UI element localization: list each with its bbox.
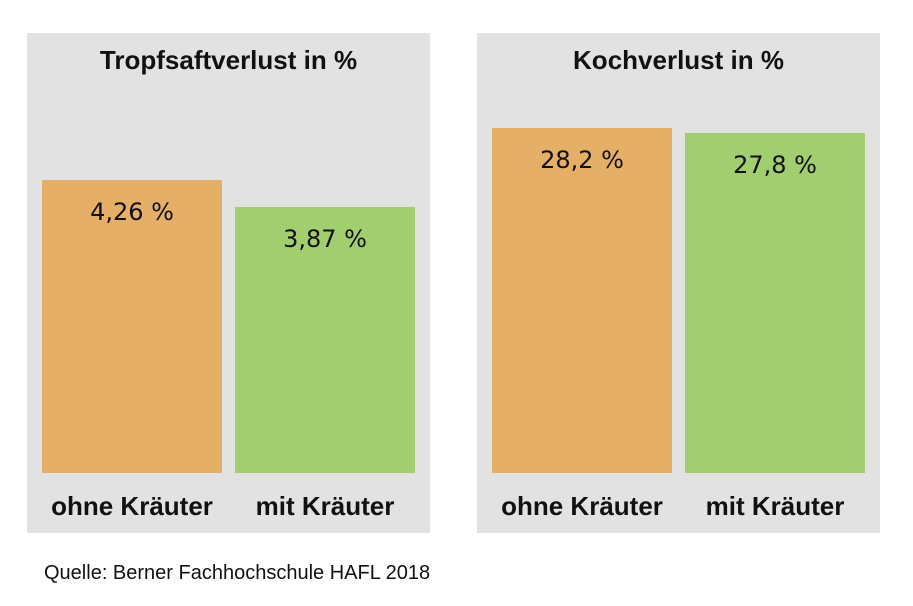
chart-title: Tropfsaftverlust in %	[99, 45, 358, 75]
chart-title: Kochverlust in %	[573, 45, 784, 75]
bar-mit-kraeuter: 27,8 %	[685, 133, 865, 473]
panel-tropfsaftverlust: Tropfsaftverlust in % 4,26 % 3,87 % ohne…	[27, 33, 430, 533]
bar-ohne-kraeuter: 28,2 %	[492, 128, 672, 473]
panel-kochverlust: Kochverlust in % 28,2 % 27,8 % ohne Kräu…	[477, 33, 880, 533]
bar-value-label: 3,87 %	[283, 225, 367, 253]
source-note: Quelle: Berner Fachhochschule HAFL 2018	[44, 562, 431, 584]
category-label-ohne-kraeuter: ohne Kräuter	[51, 491, 213, 521]
category-label-mit-kraeuter: mit Kräuter	[255, 491, 395, 521]
bar-mit-kraeuter: 3,87 %	[235, 207, 415, 473]
bar-value-label: 28,2 %	[540, 146, 624, 174]
bar-value-label: 4,26 %	[90, 198, 174, 226]
bar-ohne-kraeuter: 4,26 %	[42, 180, 222, 473]
bar-value-label: 27,8 %	[733, 151, 817, 179]
plot-area: 4,26 % 3,87 %	[42, 33, 415, 473]
category-label-mit-kraeuter: mit Kräuter	[705, 491, 845, 521]
plot-area: 28,2 % 27,8 %	[492, 33, 865, 473]
category-label-ohne-kraeuter: ohne Kräuter	[501, 491, 663, 521]
